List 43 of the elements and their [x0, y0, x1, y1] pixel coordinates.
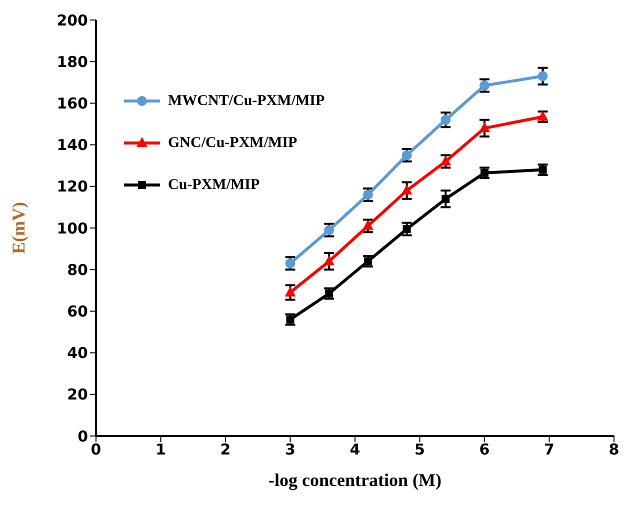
x-tick-label: 7 — [544, 440, 554, 459]
point — [362, 220, 374, 230]
x-tick-label: 2 — [220, 440, 231, 459]
point — [402, 225, 411, 234]
point — [538, 71, 548, 82]
point — [440, 114, 451, 125]
y-tick-label: 40 — [67, 344, 88, 362]
y-tick-label: 160 — [56, 94, 88, 113]
y-tick-label: 200 — [56, 11, 88, 30]
y-axis-title: E(mV) — [8, 202, 28, 254]
point — [402, 150, 412, 160]
y-tick-label: 0 — [78, 427, 88, 446]
x-tick-label: 1 — [156, 440, 166, 459]
point — [325, 290, 334, 298]
x-tick-label: 8 — [608, 440, 620, 459]
point — [440, 155, 452, 166]
legend-label: MWCNT/Cu-PXM/MIP — [168, 92, 325, 110]
y-tick-label: 20 — [67, 386, 88, 404]
point — [324, 225, 334, 236]
y-tick-label: 180 — [56, 52, 88, 71]
point — [285, 258, 296, 268]
point — [480, 168, 488, 177]
y-tick-label: 60 — [67, 302, 88, 321]
point — [442, 194, 450, 203]
x-tick-label: 0 — [90, 440, 102, 459]
x-tick-label: 3 — [285, 440, 296, 459]
point — [401, 184, 412, 195]
y-tick-label: 140 — [56, 136, 88, 154]
point — [479, 122, 490, 132]
x-tick-label: 6 — [479, 440, 490, 459]
point — [362, 190, 373, 200]
y-tick-label: 120 — [56, 178, 88, 196]
x-axis-title: -log concentration (M) — [268, 470, 442, 490]
point — [324, 255, 335, 266]
x-tick-label: 4 — [350, 440, 360, 459]
point — [284, 286, 296, 296]
y-tick-label: 100 — [56, 219, 88, 238]
legend-label: GNC/Cu-PXM/MIP — [168, 134, 298, 152]
point — [286, 316, 294, 324]
point — [480, 80, 490, 91]
y-tick-label: 80 — [67, 260, 88, 279]
x-tick-label: 5 — [414, 440, 425, 459]
legend-label: Cu-PXM/MIP — [168, 176, 260, 194]
